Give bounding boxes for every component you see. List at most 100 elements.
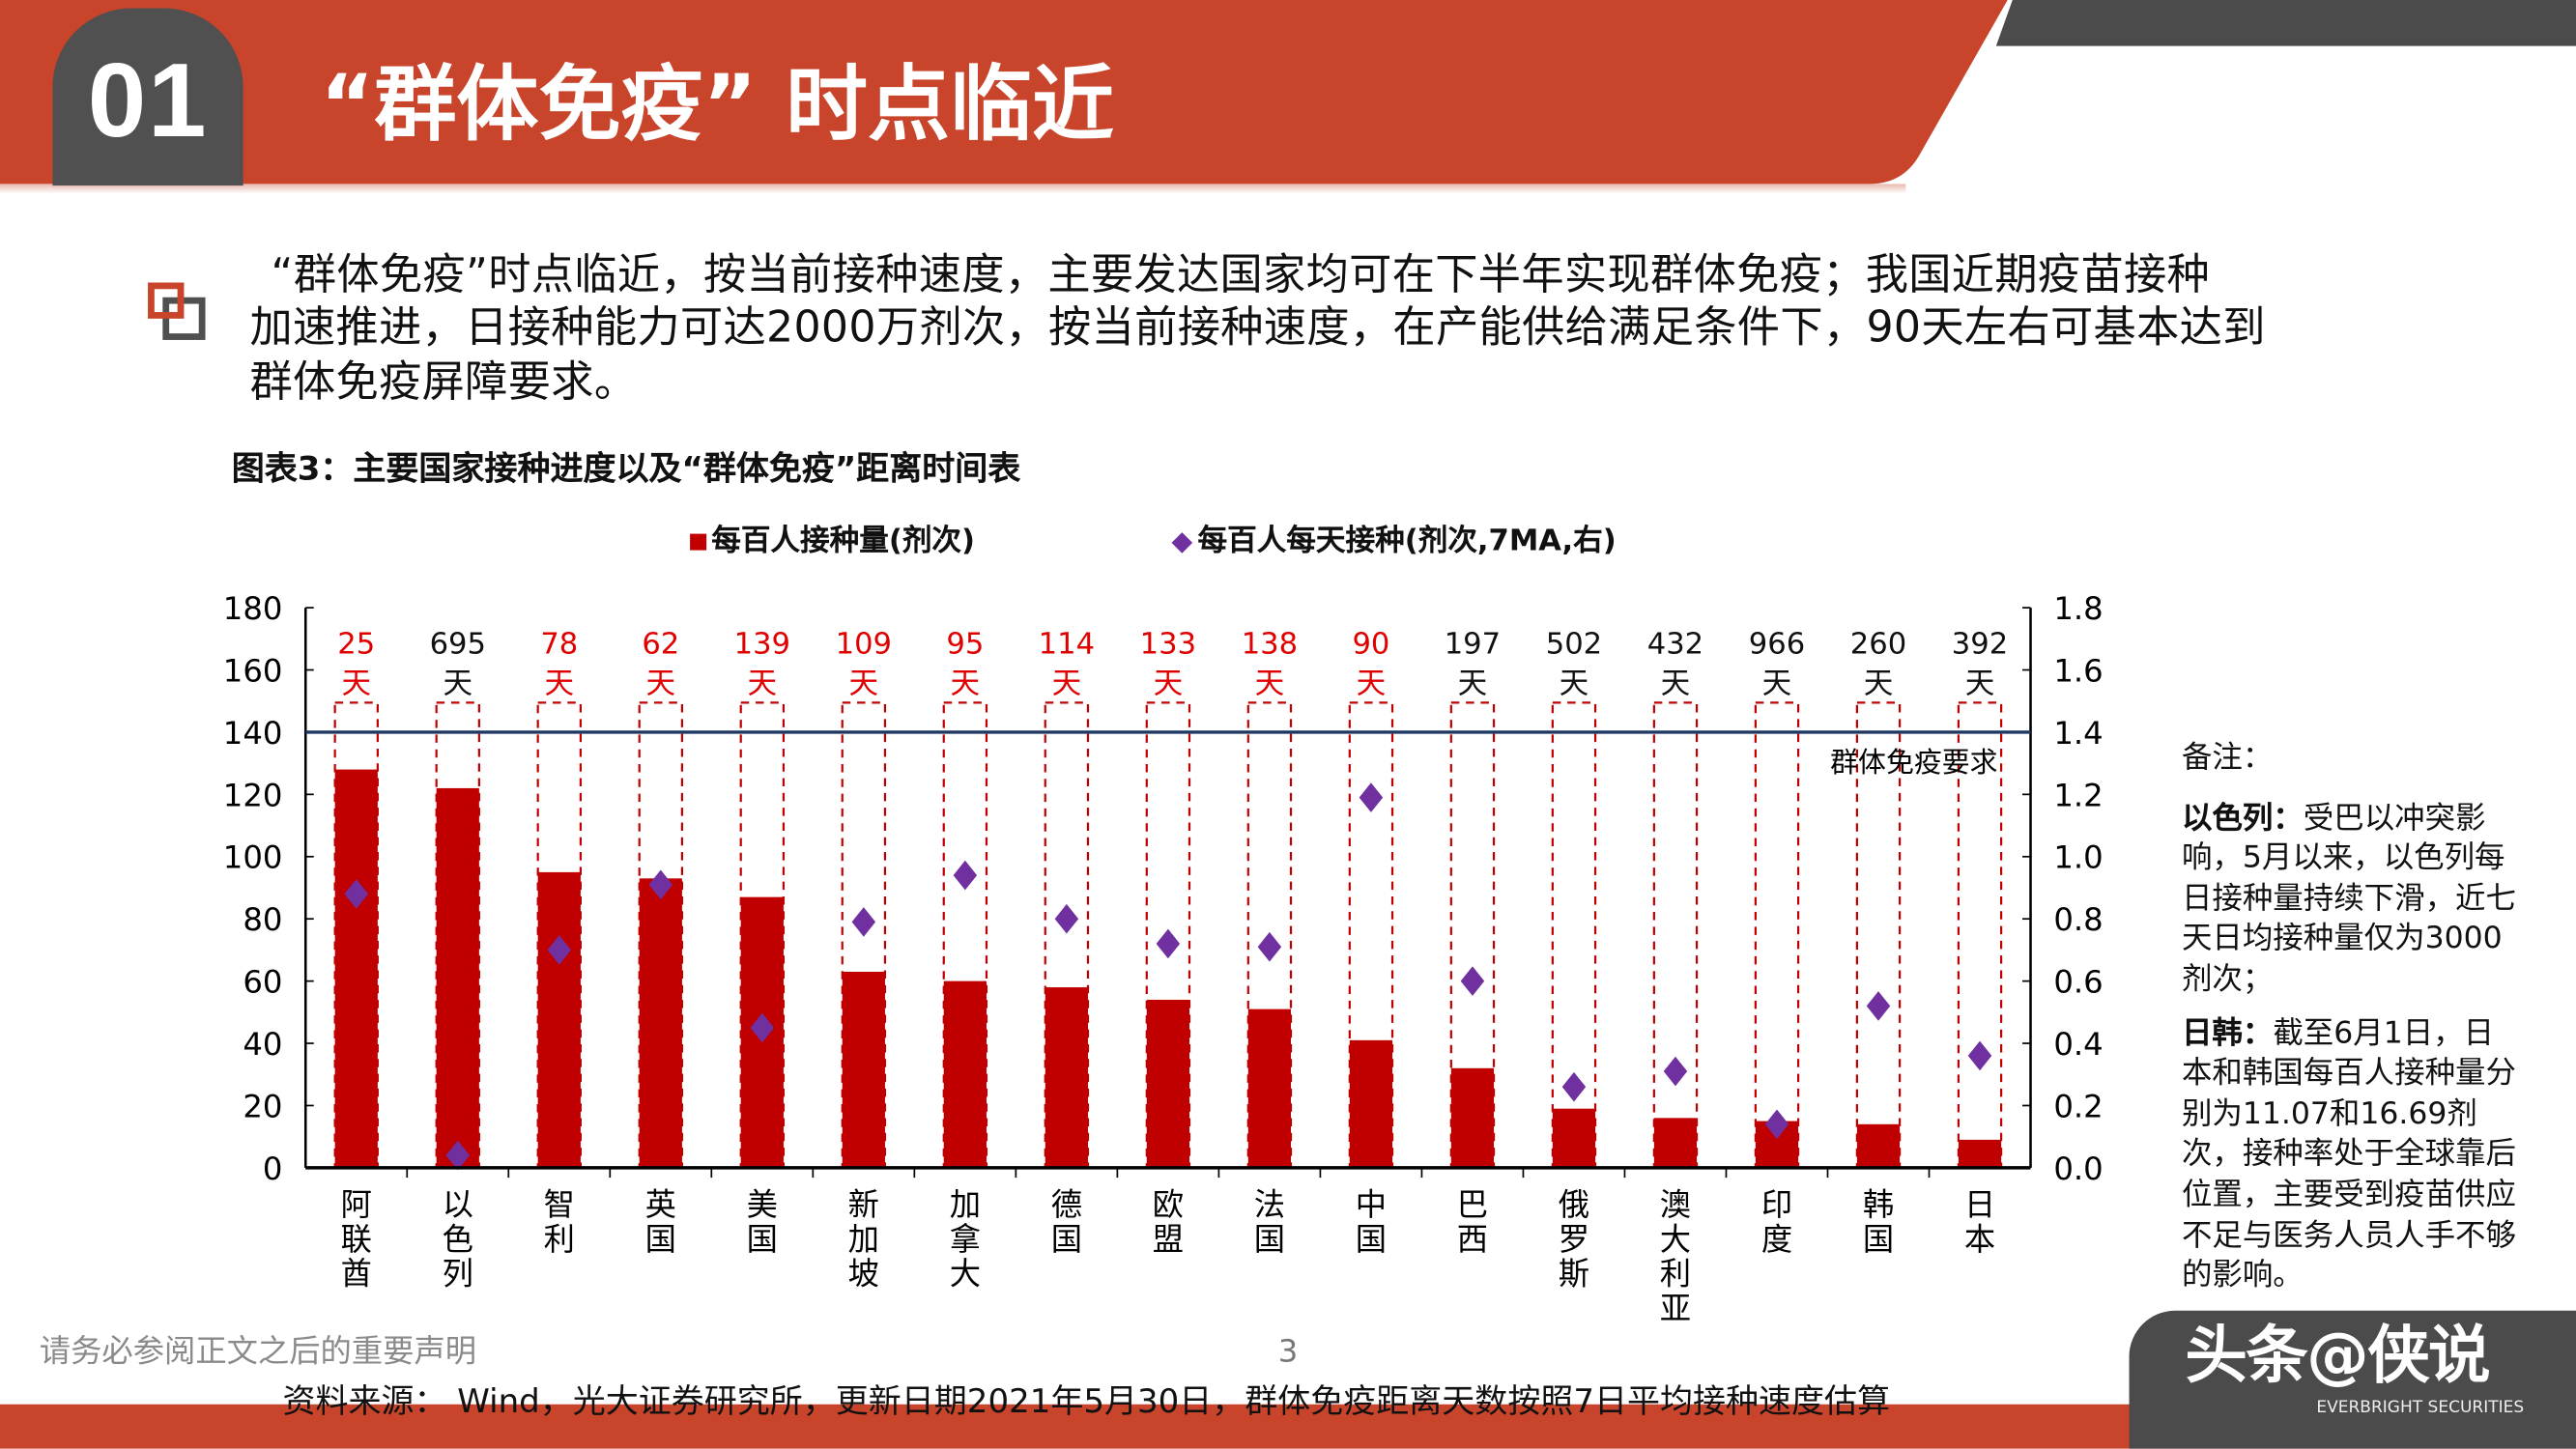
note-text: 截至6月1日，日本和韩国每百人接种量分别为11.07和16.69剂次，接种率处于… bbox=[2181, 1015, 2516, 1293]
note-lead: 以色列： bbox=[2181, 801, 2304, 836]
herd-immunity-label: 群体免疫要求 bbox=[1830, 746, 1997, 779]
x-tick-label: 斯 bbox=[1559, 1256, 1589, 1293]
x-tick-label: 阿 bbox=[341, 1186, 372, 1223]
days-value: 139 bbox=[734, 628, 790, 662]
x-tick-label: 澳 bbox=[1660, 1186, 1691, 1223]
days-value: 109 bbox=[836, 628, 892, 662]
right-tick-label: 1.6 bbox=[2053, 652, 2103, 689]
days-unit: 天 bbox=[748, 668, 778, 701]
right-tick-label: 0.8 bbox=[2053, 901, 2103, 938]
x-tick-label: 本 bbox=[1964, 1221, 1995, 1258]
diamond-marker-智利 bbox=[547, 935, 572, 965]
left-tick-label: 40 bbox=[243, 1026, 282, 1063]
x-tick-label: 列 bbox=[443, 1256, 473, 1293]
note-item: 日韩：截至6月1日，日本和韩国每百人接种量分别为11.07和16.69剂次，接种… bbox=[2182, 1014, 2520, 1297]
days-unit: 天 bbox=[1965, 668, 1995, 701]
x-tick-label: 国 bbox=[1356, 1221, 1387, 1258]
days-dashed-box bbox=[1551, 701, 1597, 1169]
days-dashed-box bbox=[1754, 701, 1800, 1169]
days-unit: 天 bbox=[1255, 668, 1285, 701]
days-dashed-box bbox=[435, 701, 480, 1169]
days-dashed-box bbox=[333, 701, 379, 1169]
x-tick-label: 度 bbox=[1761, 1221, 1792, 1258]
x-tick-label: 国 bbox=[1051, 1221, 1082, 1258]
logo-box bbox=[2129, 1310, 2576, 1449]
days-value: 966 bbox=[1749, 628, 1805, 662]
x-tick-label: 酋 bbox=[341, 1256, 372, 1293]
left-tick-label: 100 bbox=[223, 839, 283, 876]
x-tick-label: 盟 bbox=[1153, 1221, 1184, 1258]
days-value: 114 bbox=[1039, 628, 1095, 662]
x-tick-label: 拿 bbox=[950, 1221, 981, 1258]
x-tick-label: 美 bbox=[747, 1186, 778, 1223]
right-tick-label: 0.4 bbox=[2053, 1026, 2103, 1063]
note-item: 以色列：受巴以冲突影响，5月以来，以色列每日接种量持续下滑，近七天日均接种量仅为… bbox=[2182, 799, 2520, 1001]
diamond-marker-加拿大 bbox=[953, 860, 978, 891]
days-dashed-box bbox=[1044, 701, 1090, 1169]
days-value: 78 bbox=[540, 628, 578, 662]
source-note: 资料来源： Wind，光大证券研究所，更新日期2021年5月30日，群体免疫距离… bbox=[282, 1380, 1891, 1421]
right-tick-label: 1.4 bbox=[2053, 715, 2103, 752]
days-value: 260 bbox=[1850, 628, 1906, 662]
legend-item-diamond: 每百人每天接种(剂次,7MA,右) bbox=[1171, 525, 1617, 559]
x-tick-label: 加 bbox=[848, 1221, 879, 1258]
days-unit: 天 bbox=[1357, 668, 1387, 701]
x-tick-label: 印 bbox=[1761, 1186, 1792, 1223]
diamond-marker-巴西 bbox=[1460, 966, 1485, 996]
right-tick-label: 1.8 bbox=[2053, 590, 2103, 627]
body-text-line: 群体免疫屏障要求。 bbox=[249, 357, 638, 408]
logo-subtitle: EVERBRIGHT SECURITIES bbox=[2316, 1399, 2525, 1418]
diamond-marker-印度 bbox=[1764, 1109, 1789, 1140]
days-unit: 天 bbox=[646, 668, 676, 701]
body-text-line: “群体免疫”时点临近，按当前接种速度，主要发达国家均可在下半年实现群体免疫；我国… bbox=[271, 251, 2211, 301]
x-tick-label: 利 bbox=[544, 1221, 575, 1258]
x-tick-label: 中 bbox=[1356, 1186, 1387, 1223]
watermark: 头条@侠说 bbox=[2185, 1319, 2490, 1392]
overlapping-squares-icon bbox=[148, 282, 206, 340]
x-tick-label: 韩 bbox=[1863, 1186, 1894, 1223]
x-tick-label: 大 bbox=[1660, 1221, 1691, 1258]
x-tick-label: 罗 bbox=[1559, 1221, 1589, 1258]
bar-澳大利亚 bbox=[1653, 1118, 1698, 1168]
diamond-marker-中国 bbox=[1359, 782, 1384, 812]
notes-panel: 备注： 以色列：受巴以冲突影响，5月以来，以色列每日接种量持续下滑，近七天日均接… bbox=[2182, 739, 2520, 1310]
bar-日本 bbox=[1958, 1139, 2002, 1168]
x-tick-label: 利 bbox=[1660, 1256, 1691, 1293]
right-tick-label: 1.0 bbox=[2053, 839, 2103, 876]
x-tick-label: 国 bbox=[1254, 1221, 1285, 1258]
days-value: 62 bbox=[642, 628, 679, 662]
days-unit: 天 bbox=[1052, 668, 1082, 701]
days-unit: 天 bbox=[951, 668, 981, 701]
days-value: 695 bbox=[430, 628, 486, 662]
days-value: 432 bbox=[1647, 628, 1703, 662]
days-dashed-box bbox=[841, 701, 887, 1169]
bar-韩国 bbox=[1856, 1123, 1901, 1168]
x-tick-label: 国 bbox=[1863, 1221, 1894, 1258]
bar-法国 bbox=[1247, 1009, 1292, 1168]
right-tick-label: 0.2 bbox=[2053, 1088, 2103, 1124]
days-unit: 天 bbox=[341, 668, 371, 701]
figure-title: 图表3：主要国家接种进度以及“群体免疫”距离时间表 bbox=[231, 448, 1021, 488]
days-dashed-box bbox=[1652, 701, 1699, 1169]
right-tick-label: 0.0 bbox=[2053, 1151, 2103, 1187]
x-tick-label: 巴 bbox=[1457, 1186, 1488, 1223]
disclaimer: 请务必参阅正文之后的重要声明 bbox=[39, 1333, 477, 1371]
left-tick-label: 60 bbox=[243, 964, 282, 1001]
x-tick-label: 国 bbox=[747, 1221, 778, 1258]
days-value: 25 bbox=[337, 628, 375, 662]
diamond-marker-俄罗斯 bbox=[1561, 1071, 1587, 1102]
bar-加拿大 bbox=[943, 980, 987, 1168]
x-tick-label: 日 bbox=[1964, 1186, 1995, 1223]
bar-新加坡 bbox=[842, 971, 885, 1168]
page-title: “群体免疫” 时点临近 bbox=[320, 57, 1115, 154]
days-dashed-box bbox=[1246, 701, 1293, 1169]
legend-swatch-square bbox=[690, 534, 707, 552]
x-tick-label: 亚 bbox=[1660, 1290, 1691, 1326]
bar-以色列 bbox=[436, 787, 479, 1168]
x-tick-label: 欧 bbox=[1153, 1186, 1184, 1223]
bar-巴西 bbox=[1450, 1067, 1495, 1168]
x-tick-label: 西 bbox=[1457, 1221, 1488, 1258]
days-unit: 天 bbox=[1762, 668, 1792, 701]
bar-智利 bbox=[537, 871, 581, 1168]
bar-阿联酋 bbox=[334, 769, 378, 1168]
